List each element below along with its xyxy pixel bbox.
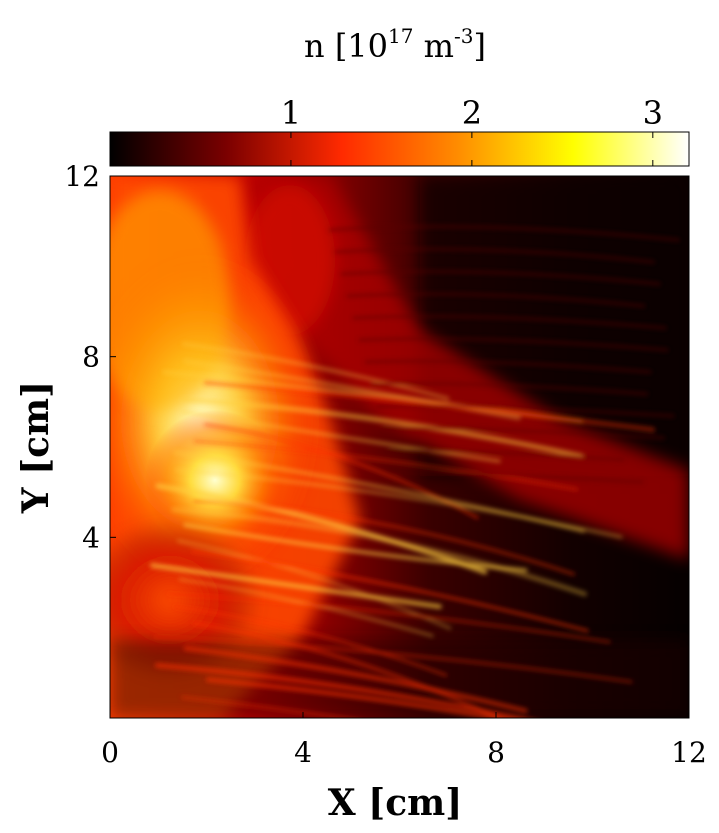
- plot-frame: [109, 175, 690, 719]
- y-tick-label: 8: [82, 341, 100, 374]
- y-tick-label: 12: [64, 160, 100, 193]
- x-tick-label: 4: [294, 736, 312, 769]
- heatmap-image: [110, 176, 689, 718]
- x-axis: 0 4 8 12: [101, 712, 707, 769]
- x-tick-label: 12: [671, 736, 707, 769]
- colorbar-tick-label: 1: [281, 94, 301, 132]
- y-axis-label: Y [cm]: [15, 381, 57, 514]
- x-axis-label: X [cm]: [328, 782, 463, 824]
- colorbar-tick-label: 3: [643, 94, 663, 132]
- colorbar-label: n [1017 m-3]: [304, 24, 486, 65]
- y-axis: 4 8 12: [64, 160, 116, 554]
- y-tick-label: 4: [82, 521, 100, 554]
- colorbar-bar: [109, 131, 690, 167]
- x-tick-label: 0: [101, 736, 119, 769]
- colorbar-tick-label: 2: [462, 94, 482, 132]
- colorbar: 1 2 3: [109, 94, 690, 167]
- x-tick-label: 8: [487, 736, 505, 769]
